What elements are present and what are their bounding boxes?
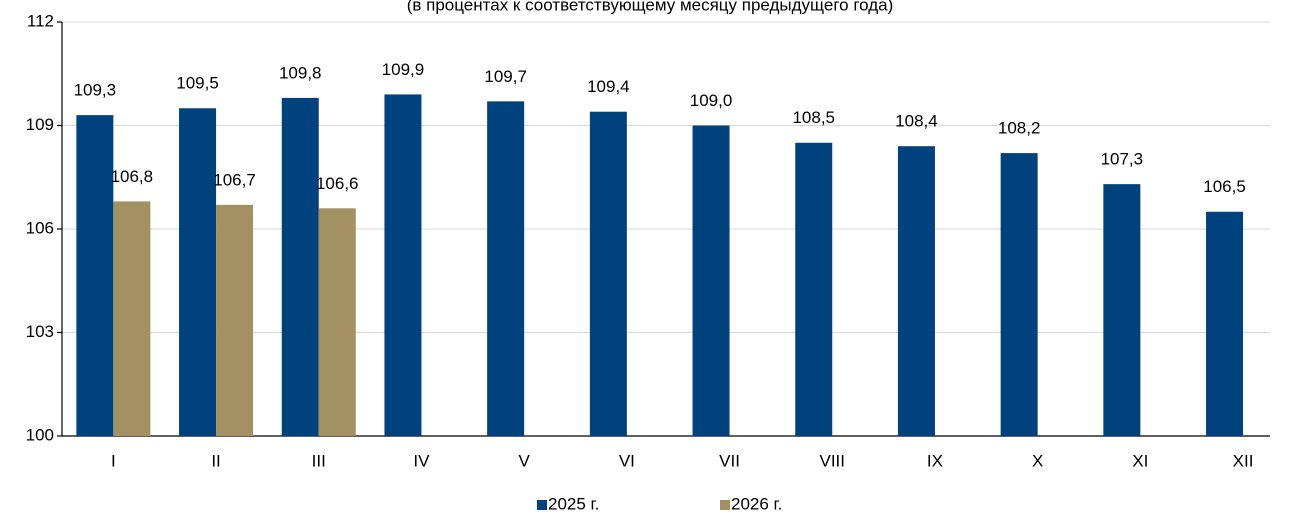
x-tick-label: VIII (819, 451, 845, 470)
y-tick-label: 109 (26, 115, 54, 134)
y-tick-label: 106 (26, 218, 54, 237)
data-label: 108,4 (895, 112, 938, 131)
bar (1000, 153, 1038, 436)
bar (179, 108, 217, 436)
data-label: 109,9 (382, 60, 425, 79)
x-tick-label: IV (413, 451, 430, 470)
bar (281, 97, 319, 437)
x-tick-label: I (111, 451, 116, 470)
x-tick-label: VII (719, 451, 740, 470)
data-label: 109,3 (74, 81, 117, 100)
data-label: 106,8 (111, 167, 154, 186)
chart-subtitle: (в процентах к соответствующему месяцу п… (407, 0, 894, 14)
bar (487, 101, 525, 436)
bar (216, 204, 254, 436)
bar (76, 115, 114, 437)
data-label: 109,8 (279, 63, 322, 82)
data-label: 109,4 (587, 77, 630, 96)
y-tick-label: 103 (26, 322, 54, 341)
y-tick-label: 112 (27, 11, 54, 30)
bar (692, 125, 730, 436)
y-tick-label: 100 (26, 425, 54, 444)
data-label: 108,5 (792, 108, 835, 127)
x-tick-label: II (211, 451, 220, 470)
legend-swatch (720, 500, 730, 510)
legend-label: 2026 г. (731, 494, 782, 513)
x-tick-label: V (518, 451, 530, 470)
x-tick-label: IX (927, 451, 943, 470)
data-label: 107,3 (1101, 150, 1144, 169)
data-label: 109,5 (176, 74, 219, 93)
data-label: 106,5 (1203, 177, 1246, 196)
data-label: 109,0 (690, 91, 733, 110)
bar (1103, 184, 1141, 436)
x-tick-label: VI (619, 451, 635, 470)
legend-swatch (537, 500, 547, 510)
x-tick-label: XII (1233, 451, 1254, 470)
legend-label: 2025 г. (548, 494, 599, 513)
bar (1206, 211, 1244, 436)
bar (113, 201, 151, 436)
bar (795, 142, 833, 436)
x-tick-label: XI (1132, 451, 1148, 470)
bar (589, 111, 627, 436)
data-label: 106,6 (316, 174, 359, 193)
data-label: 109,7 (484, 67, 527, 86)
x-tick-label: III (312, 451, 326, 470)
x-tick-label: X (1032, 451, 1043, 470)
bar (897, 146, 935, 436)
bar (318, 208, 356, 436)
data-label: 108,2 (998, 119, 1041, 138)
data-label: 106,7 (213, 170, 256, 189)
bar (384, 94, 422, 436)
